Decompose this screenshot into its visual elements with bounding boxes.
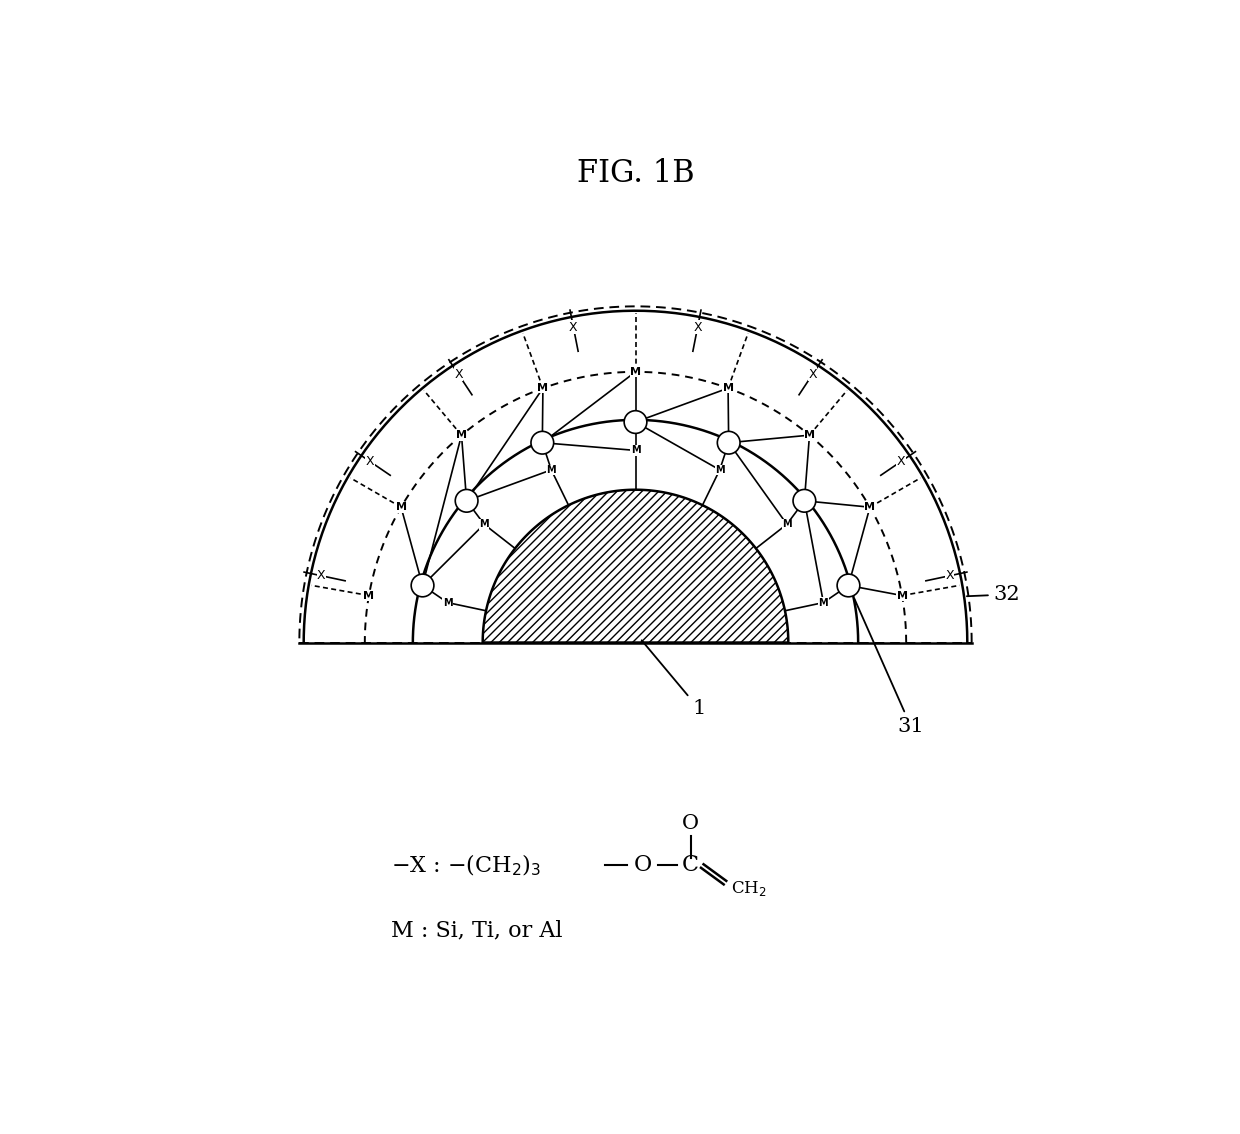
Text: M : Si, Ti, or Al: M : Si, Ti, or Al <box>391 920 563 941</box>
Text: X: X <box>808 367 817 381</box>
Text: M: M <box>818 598 828 608</box>
Circle shape <box>531 431 554 454</box>
Text: M: M <box>363 591 374 601</box>
Text: C: C <box>682 854 699 877</box>
Text: M: M <box>547 465 556 475</box>
Text: FIG. 1B: FIG. 1B <box>577 158 694 189</box>
Text: M: M <box>537 383 548 393</box>
Text: M: M <box>804 430 815 440</box>
Circle shape <box>455 490 477 513</box>
Circle shape <box>837 574 859 596</box>
Circle shape <box>412 574 434 596</box>
Text: M: M <box>864 502 875 513</box>
Text: O: O <box>634 854 651 877</box>
Text: O: O <box>682 814 699 832</box>
Text: X: X <box>693 321 702 333</box>
Text: X: X <box>454 367 463 381</box>
Text: M: M <box>782 519 791 530</box>
Circle shape <box>624 411 647 433</box>
Polygon shape <box>482 490 789 643</box>
Circle shape <box>794 490 816 513</box>
Text: M: M <box>723 383 734 393</box>
Text: CH$_2$: CH$_2$ <box>730 879 766 898</box>
Text: X: X <box>569 321 578 333</box>
Text: M: M <box>630 366 641 376</box>
Text: M: M <box>456 430 467 440</box>
Text: X: X <box>317 569 326 582</box>
Text: X: X <box>897 455 905 468</box>
Text: M: M <box>443 598 453 608</box>
Text: 32: 32 <box>967 585 1021 604</box>
Text: M: M <box>631 446 640 456</box>
Text: M: M <box>897 591 908 601</box>
Text: 1: 1 <box>641 641 706 718</box>
Text: X: X <box>366 455 374 468</box>
Text: M: M <box>715 465 724 475</box>
Text: X: X <box>945 569 954 582</box>
Text: M: M <box>396 502 407 513</box>
Text: 31: 31 <box>854 599 924 736</box>
Circle shape <box>717 431 740 454</box>
Text: $-$X : $-$(CH$_2$)$_3$: $-$X : $-$(CH$_2$)$_3$ <box>391 853 541 878</box>
Text: M: M <box>480 519 489 530</box>
